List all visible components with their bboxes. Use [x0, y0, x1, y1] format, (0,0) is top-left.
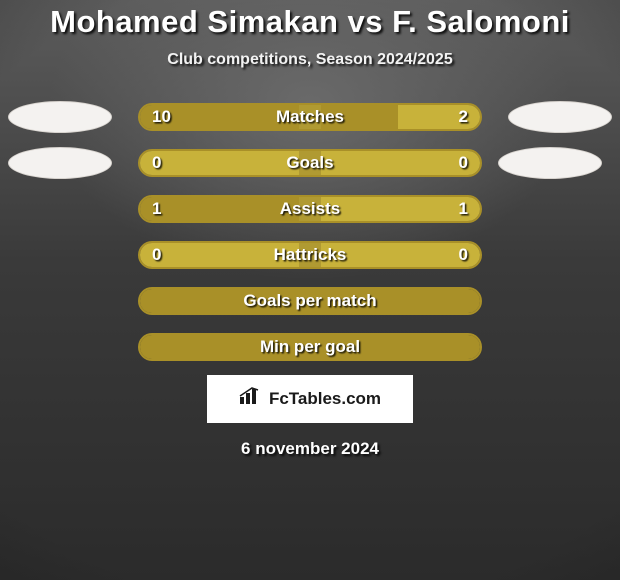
- stat-label: Min per goal: [140, 335, 480, 359]
- stat-bar: Hattricks0 0: [138, 241, 482, 269]
- stat-value-right: 2: [459, 105, 468, 129]
- stat-label: Hattricks: [140, 243, 480, 267]
- subtitle: Club competitions, Season 2024/2025: [0, 51, 620, 69]
- stat-row: Assists1 1: [0, 195, 620, 223]
- stat-row: Goals per match: [0, 287, 620, 315]
- stat-label: Goals per match: [140, 289, 480, 313]
- stat-bar: Goals0 0: [138, 149, 482, 177]
- stat-bar: Assists1 1: [138, 195, 482, 223]
- stat-row: Hattricks0 0: [0, 241, 620, 269]
- player-right-avatar: [508, 101, 612, 133]
- player-right-avatar: [498, 147, 602, 179]
- stat-label: Goals: [140, 151, 480, 175]
- player-left-avatar: [8, 147, 112, 179]
- fctables-badge-text: FcTables.com: [269, 389, 381, 409]
- stat-value-left: 0: [152, 151, 161, 175]
- stat-value-left: 1: [152, 197, 161, 221]
- stat-label: Assists: [140, 197, 480, 221]
- page-title: Mohamed Simakan vs F. Salomoni: [0, 6, 620, 39]
- stat-value-left: 10: [152, 105, 171, 129]
- stats-container: Matches102Goals00Assists11Hattricks00Goa…: [0, 103, 620, 361]
- stat-row: Min per goal: [0, 333, 620, 361]
- stat-bar: Min per goal: [138, 333, 482, 361]
- stat-row: Matches10 2: [0, 103, 620, 131]
- fctables-badge[interactable]: FcTables.com: [207, 375, 413, 423]
- stat-value-left: 0: [152, 243, 161, 267]
- stat-bar: Matches10 2: [138, 103, 482, 131]
- stat-value-right: 1: [459, 197, 468, 221]
- stat-value-right: 0: [459, 243, 468, 267]
- footer-date: 6 november 2024: [0, 439, 620, 459]
- chart-icon: [239, 387, 261, 410]
- stat-bar: Goals per match: [138, 287, 482, 315]
- stat-row: Goals0 0: [0, 149, 620, 177]
- stat-value-right: 0: [459, 151, 468, 175]
- stat-label: Matches: [140, 105, 480, 129]
- player-left-avatar: [8, 101, 112, 133]
